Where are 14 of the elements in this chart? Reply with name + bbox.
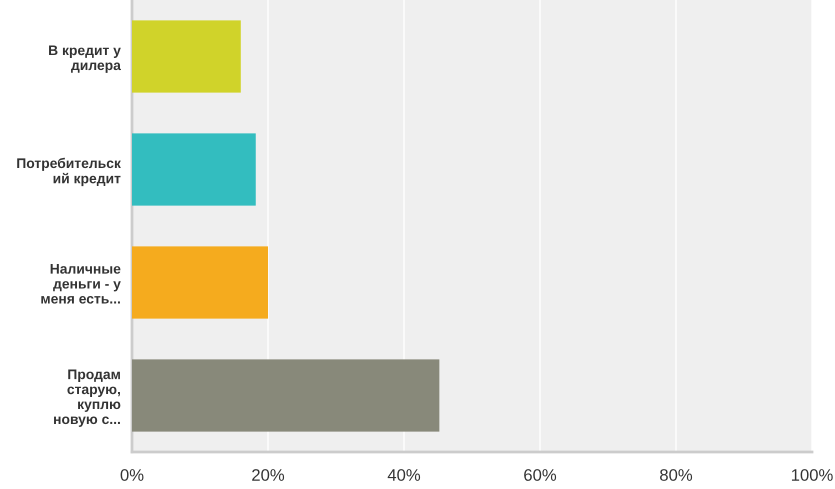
x-tick-label: 100% [792, 469, 833, 481]
bar [132, 246, 268, 319]
x-tick-label: 80% [660, 469, 692, 481]
x-tick-label: 40% [388, 469, 420, 481]
bar [132, 20, 241, 93]
bar [132, 359, 440, 432]
y-tick-label: Потребительск ий кредит [17, 158, 121, 186]
y-tick-label: Продам старую, куплю новую с... [54, 370, 120, 427]
y-tick-label: Наличные деньги - у меня есть... [41, 264, 121, 304]
bar [132, 133, 256, 206]
x-tick-label: 20% [252, 469, 284, 481]
y-tick-label: В кредит у дилера [49, 46, 121, 73]
x-tick-label: 60% [524, 469, 556, 481]
x-tick-label: 0% [120, 469, 144, 481]
